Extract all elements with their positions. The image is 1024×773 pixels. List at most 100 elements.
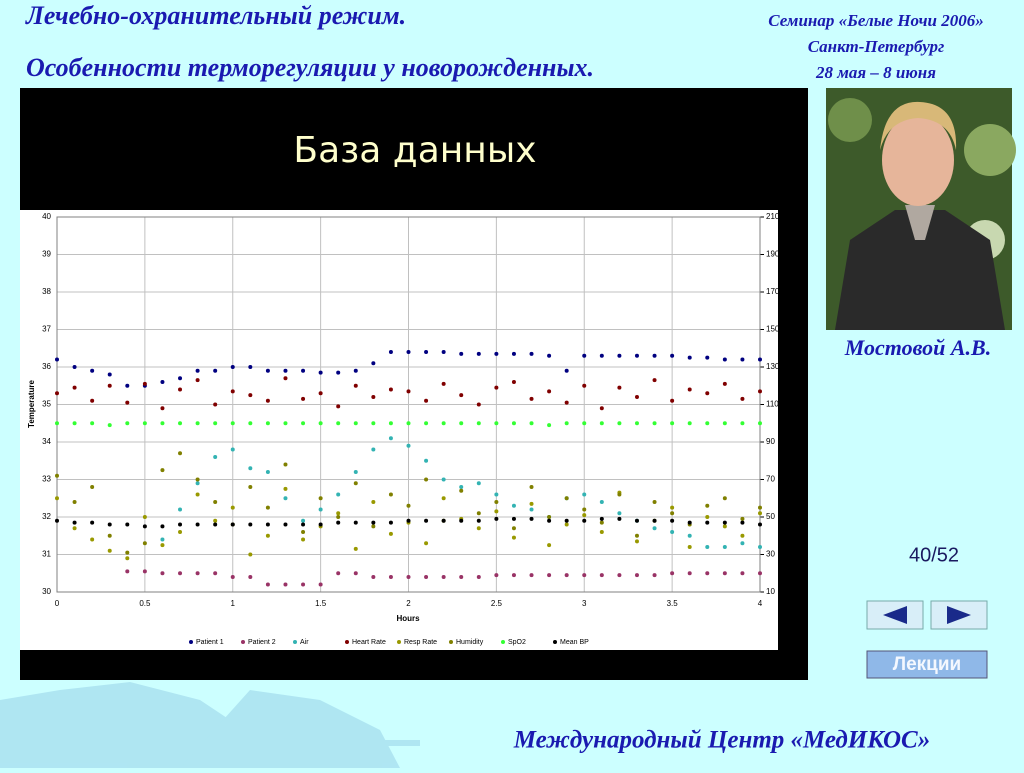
- data-point: [424, 458, 429, 463]
- data-point: [529, 516, 534, 521]
- data-point: [265, 398, 270, 403]
- data-point: [441, 518, 446, 523]
- legend-label: Patient 1: [196, 639, 224, 646]
- data-point: [511, 351, 516, 356]
- lectures-button[interactable]: Лекции: [866, 650, 988, 679]
- data-point: [371, 500, 376, 504]
- data-point: [670, 353, 675, 358]
- data-point: [476, 351, 481, 356]
- data-point: [318, 507, 323, 512]
- data-point: [670, 398, 675, 403]
- dates: 28 мая – 8 июня: [815, 63, 936, 82]
- data-point: [248, 421, 253, 426]
- data-point: [371, 524, 376, 529]
- data-point: [178, 421, 183, 426]
- data-point: [55, 473, 59, 478]
- data-point: [564, 496, 569, 501]
- data-point: [459, 488, 464, 493]
- data-point: [283, 582, 288, 587]
- data-point: [160, 421, 165, 426]
- data-point: [353, 546, 358, 551]
- data-point: [564, 573, 569, 578]
- data-point: [740, 571, 745, 576]
- data-point: [336, 492, 341, 497]
- data-point: [178, 522, 183, 527]
- data-point: [740, 396, 745, 401]
- data-point: [336, 404, 341, 409]
- legend-label: Heart Rate: [352, 639, 386, 646]
- data-point: [722, 496, 727, 501]
- data-point: [424, 575, 429, 579]
- data-point: [670, 505, 675, 510]
- data-point: [107, 522, 112, 527]
- slide-number: 40/52: [909, 544, 959, 566]
- data-point: [494, 385, 499, 390]
- data-point: [301, 368, 306, 373]
- plot: 3031323334353637383940103050709011013015…: [42, 212, 780, 608]
- data-point: [406, 350, 411, 354]
- y2-tick-label: 210: [766, 212, 780, 221]
- data-point: [617, 516, 622, 521]
- y2-tick-label: 10: [766, 587, 775, 596]
- data-point: [213, 500, 218, 504]
- data-point: [424, 398, 429, 403]
- data-point: [617, 511, 622, 516]
- y2-tick-label: 150: [766, 325, 780, 334]
- data-point: [90, 398, 95, 403]
- data-point: [476, 511, 481, 516]
- x-tick-label: 1.5: [315, 599, 327, 608]
- data-point: [336, 515, 341, 519]
- y-tick-label: 34: [42, 437, 51, 446]
- data-point: [722, 524, 727, 529]
- data-point: [424, 518, 429, 523]
- data-point: [634, 573, 639, 578]
- data-point: [687, 533, 692, 538]
- photo: [826, 88, 1016, 330]
- legend-marker: [553, 640, 557, 644]
- data-point: [722, 545, 727, 549]
- lectures-label[interactable]: Лекции: [893, 654, 961, 675]
- data-point: [705, 571, 710, 576]
- data-point: [670, 511, 675, 516]
- data-point: [107, 533, 112, 538]
- data-point: [652, 353, 657, 358]
- data-point: [55, 421, 59, 426]
- data-point: [722, 357, 727, 362]
- data-point: [511, 526, 516, 531]
- data-point: [195, 477, 200, 482]
- data-point: [213, 518, 218, 523]
- data-point: [582, 518, 587, 523]
- data-point: [441, 496, 446, 501]
- data-point: [388, 492, 393, 497]
- data-point: [248, 485, 253, 489]
- data-point: [494, 509, 499, 514]
- data-point: [160, 468, 165, 473]
- data-point: [388, 421, 393, 426]
- data-point: [125, 383, 130, 388]
- data-point: [441, 421, 446, 426]
- data-point: [353, 481, 358, 486]
- legend-marker: [449, 640, 453, 644]
- data-point: [248, 393, 253, 398]
- data-point: [178, 451, 183, 456]
- data-point: [213, 522, 218, 527]
- data-point: [160, 543, 165, 548]
- legend-label: Mean BP: [560, 639, 589, 646]
- data-point: [424, 350, 429, 354]
- data-point: [90, 537, 95, 542]
- data-point: [529, 421, 534, 426]
- data-point: [336, 421, 341, 426]
- data-point: [265, 533, 270, 538]
- data-point: [230, 575, 235, 579]
- data-point: [494, 421, 499, 426]
- data-point: [687, 355, 692, 360]
- prev-button[interactable]: [866, 600, 924, 630]
- data-point: [547, 518, 552, 523]
- next-button[interactable]: [930, 600, 988, 630]
- data-point: [459, 421, 464, 426]
- data-point: [90, 520, 95, 525]
- legend-marker: [241, 640, 245, 644]
- data-point: [318, 522, 323, 527]
- data-point: [301, 518, 306, 523]
- data-point: [494, 500, 499, 504]
